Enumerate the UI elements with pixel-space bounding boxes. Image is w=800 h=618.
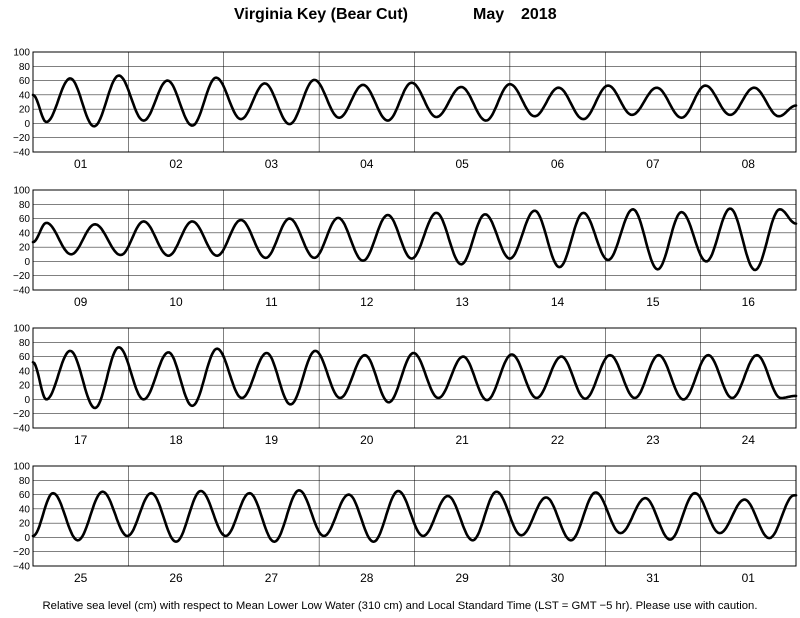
tide-series-line (31, 346, 798, 410)
x-tick-label: 15 (646, 295, 660, 309)
y-tick-label: −40 (13, 148, 30, 159)
station-name: Virginia Key (Bear Cut) (234, 6, 408, 23)
y-tick-label: 100 (13, 186, 30, 197)
x-tick-label: 10 (169, 295, 183, 309)
x-tick-label: 04 (360, 157, 374, 171)
x-tick-label: 02 (169, 157, 183, 171)
y-tick-label: 100 (13, 48, 30, 59)
y-tick-label: 20 (19, 519, 31, 530)
tide-panel-2: 100 80 60 40 20 0 −20 −40 09 10 11 12 13 14 15 16 (13, 186, 798, 309)
x-tick-label: 16 (742, 295, 756, 309)
y-tick-label: −40 (13, 286, 30, 297)
chart-caption: Relative sea level (cm) with respect to … (42, 600, 758, 612)
y-tick-label: 40 (19, 228, 31, 239)
x-tick-label: 22 (551, 433, 565, 447)
y-tick-label: 80 (19, 200, 31, 211)
x-tick-label: 11 (265, 295, 278, 309)
x-tick-label: 18 (169, 433, 183, 447)
x-tick-label: 05 (456, 157, 470, 171)
x-tick-label: 14 (551, 295, 565, 309)
y-tick-label: −40 (13, 562, 30, 573)
y-tick-label: −20 (13, 409, 30, 420)
x-tick-label: 03 (265, 157, 279, 171)
x-tick-label: 07 (646, 157, 660, 171)
x-tick-label: 08 (742, 157, 756, 171)
y-tick-label: 0 (24, 257, 30, 268)
x-tick-label: 23 (646, 433, 660, 447)
x-tick-label: 20 (360, 433, 374, 447)
x-tick-label: 06 (551, 157, 565, 171)
tide-panel-3: 100 80 60 40 20 0 −20 −40 17 18 19 20 21 22 23 24 (13, 324, 798, 447)
y-tick-label: 40 (19, 366, 31, 377)
y-tick-label: −40 (13, 424, 30, 435)
x-tick-label: 21 (456, 433, 470, 447)
y-tick-label: 60 (19, 490, 31, 501)
x-tick-label: 01 (742, 571, 756, 585)
plot-frame (32, 327, 797, 429)
y-tick-label: 100 (13, 462, 30, 473)
x-tick-label: 01 (74, 157, 88, 171)
chart-title-row: Virginia Key (Bear Cut) May 2018 (0, 6, 800, 26)
y-tick-label: 60 (19, 76, 31, 87)
month-label: May (473, 6, 505, 23)
y-tick-label: 60 (19, 214, 31, 225)
tide-series-line (31, 74, 798, 128)
x-tick-label: 30 (551, 571, 565, 585)
y-tick-label: 0 (24, 119, 30, 130)
plot-frame (32, 189, 797, 291)
y-tick-label: −20 (13, 547, 30, 558)
y-tick-label: −20 (13, 133, 30, 144)
tide-series-line (31, 207, 798, 272)
x-tick-label: 12 (360, 295, 374, 309)
y-tick-label: 20 (19, 105, 31, 116)
x-tick-label: 17 (74, 433, 88, 447)
y-tick-label: 80 (19, 62, 31, 73)
tide-series-line (31, 489, 798, 543)
y-tick-label: 100 (13, 324, 30, 335)
y-tick-label: 80 (19, 338, 31, 349)
y-tick-label: 60 (19, 352, 31, 363)
y-tick-label: 40 (19, 504, 31, 515)
y-tick-label: 20 (19, 381, 31, 392)
plot-frame (32, 51, 797, 153)
tide-panel-1: 100 80 60 40 20 0 −20 −40 01 02 03 04 05 06 07 08 (13, 48, 798, 171)
tide-panel-4: 100 80 60 40 20 0 −20 −40 25 26 27 28 29 30 31 01 (13, 462, 798, 585)
x-tick-label: 26 (169, 571, 183, 585)
y-tick-label: 0 (24, 533, 30, 544)
y-tick-label: 80 (19, 476, 31, 487)
x-tick-label: 27 (265, 571, 279, 585)
x-tick-label: 28 (360, 571, 374, 585)
x-tick-label: 09 (74, 295, 88, 309)
x-tick-label: 24 (742, 433, 756, 447)
year-label: 2018 (521, 6, 557, 23)
x-tick-label: 29 (456, 571, 470, 585)
y-tick-label: −20 (13, 271, 30, 282)
x-tick-label: 13 (456, 295, 470, 309)
x-tick-label: 31 (646, 571, 660, 585)
y-tick-label: 0 (24, 395, 30, 406)
plot-frame (32, 465, 797, 567)
y-tick-label: 20 (19, 243, 31, 254)
y-tick-label: 40 (19, 90, 31, 101)
x-tick-label: 19 (265, 433, 279, 447)
x-tick-label: 25 (74, 571, 88, 585)
